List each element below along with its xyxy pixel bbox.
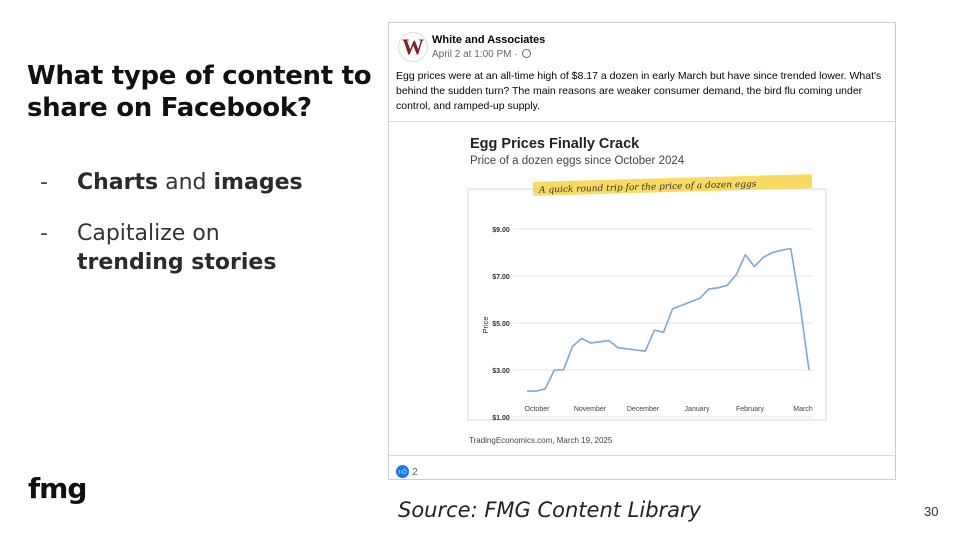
x-tick-label: December — [627, 406, 660, 413]
series-line — [527, 247, 810, 392]
y-tick-label: $9.00 — [492, 227, 510, 234]
plot-area — [467, 188, 827, 421]
page-number: 30 — [924, 504, 939, 519]
chart-title: Egg Prices Finally Crack — [470, 136, 640, 152]
reaction-summary[interactable]: 👍︎ 2 — [396, 463, 418, 479]
egg-price-chart[interactable]: Egg Prices Finally Crack Price of a doze… — [389, 123, 895, 453]
x-tick-label: November — [574, 406, 607, 413]
y-tick-label: $7.00 — [492, 274, 510, 281]
y-tick-label: $5.00 — [492, 321, 510, 328]
thumbs-up-icon: 👍︎ — [396, 465, 409, 479]
bullet-connector: and — [158, 170, 214, 195]
like-count: 2 — [412, 465, 418, 478]
chart-subtitle: Price of a dozen eggs since October 2024 — [470, 155, 685, 167]
x-tick-label: October — [525, 406, 551, 413]
divider — [389, 121, 895, 122]
source-caption: Source: FMG Content Library — [398, 498, 702, 522]
bullet-trending: - Capitalize on trending stories — [40, 219, 370, 277]
post-time: April 2 at 1:00 PM · — [432, 49, 518, 60]
chart-source: TradingEconomics.com, March 19, 2025 — [469, 436, 613, 445]
x-tick-label: March — [793, 406, 813, 413]
annotation-highlight — [532, 174, 813, 196]
x-tick-label: February — [736, 406, 765, 413]
bullet-bold-trending: trending stories — [77, 250, 277, 275]
avatar-letter: W — [402, 34, 424, 59]
page-name-link[interactable]: White and Associates — [432, 34, 546, 46]
post-timestamp[interactable]: April 2 at 1:00 PM · — [432, 49, 532, 60]
bullet-charts-images: - Charts and images — [40, 168, 370, 197]
post-text: Egg prices were at an all-time high of $… — [396, 70, 882, 112]
bullet-bold-charts: Charts — [77, 170, 159, 195]
bullet-dash: - — [40, 170, 48, 195]
facebook-post: W White and Associates April 2 at 1:00 P… — [388, 22, 896, 480]
divider — [389, 455, 895, 456]
page-avatar[interactable]: W — [398, 32, 428, 62]
x-tick-label: January — [685, 406, 710, 413]
fmg-logo: fmg — [28, 472, 87, 505]
globe-icon — [522, 49, 532, 58]
y-tick-label: $3.00 — [492, 368, 510, 375]
bullet-text: Capitalize on — [77, 221, 220, 246]
slide-title: What type of content to share on Faceboo… — [27, 61, 372, 123]
bullet-bold-images: images — [213, 170, 303, 195]
bullet-list: - Charts and images - Capitalize on tren… — [40, 168, 370, 299]
bullet-dash: - — [40, 221, 48, 246]
y-axis-label: Price — [481, 316, 490, 333]
y-tick-label: $1.00 — [492, 415, 510, 422]
